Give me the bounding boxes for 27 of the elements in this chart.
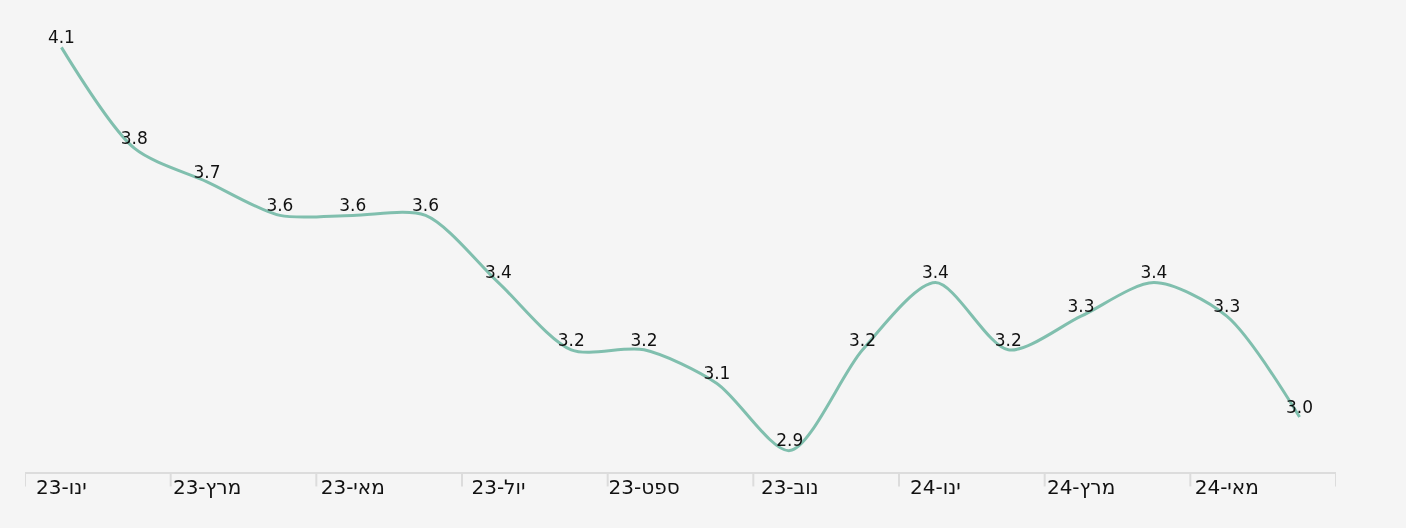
data-label: 3.6 xyxy=(412,195,440,216)
data-label: 3.4 xyxy=(921,262,949,283)
data-label: 3.2 xyxy=(994,329,1022,350)
x-tick-label: ספט-23 xyxy=(608,475,680,499)
x-tick-label: מאי-24 xyxy=(1194,475,1259,499)
data-label: 3.3 xyxy=(1213,295,1241,316)
x-tick-label: נוב-23 xyxy=(760,475,819,499)
x-tick-label: מאי-23 xyxy=(320,475,385,499)
data-label: 3.3 xyxy=(1067,295,1095,316)
data-label: 3.0 xyxy=(1286,396,1314,417)
x-tick-label: מרץ-23 xyxy=(172,475,242,499)
data-label: 3.2 xyxy=(849,329,877,350)
x-tick-label: ינו-24 xyxy=(910,475,961,499)
data-label: 3.6 xyxy=(339,195,367,216)
data-label: 2.9 xyxy=(776,430,804,451)
data-label: 3.7 xyxy=(193,161,221,182)
data-label: 3.1 xyxy=(703,363,731,384)
data-label: 3.8 xyxy=(120,127,148,148)
x-tick-label: יול-23 xyxy=(471,475,526,499)
data-label: 4.1 xyxy=(47,27,75,48)
data-label: 3.4 xyxy=(1140,262,1168,283)
x-tick-label: מרץ-24 xyxy=(1046,475,1116,499)
data-label: 3.2 xyxy=(630,329,658,350)
data-label: 3.6 xyxy=(266,195,294,216)
x-tick-label: ינו-23 xyxy=(36,475,87,499)
data-label: 3.2 xyxy=(557,329,585,350)
data-label: 3.4 xyxy=(484,262,512,283)
